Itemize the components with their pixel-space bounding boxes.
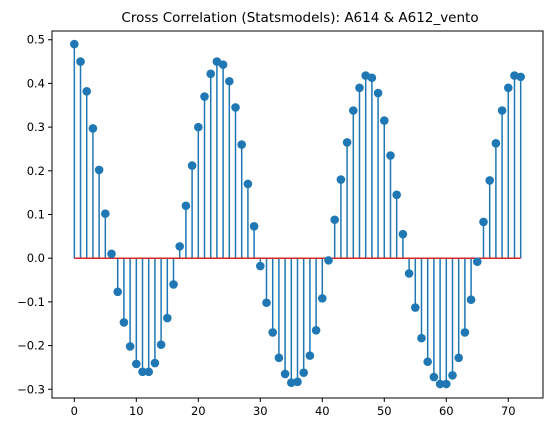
stem-marker bbox=[367, 73, 377, 83]
stem-marker bbox=[379, 116, 389, 125]
stem-marker bbox=[156, 340, 166, 349]
stem-marker bbox=[101, 209, 110, 218]
stem-marker bbox=[330, 215, 339, 225]
stem-marker bbox=[305, 351, 315, 360]
stem-marker bbox=[256, 261, 265, 271]
stem-marker bbox=[423, 357, 432, 367]
stem-marker bbox=[410, 303, 420, 312]
x-tick-label: 30 bbox=[253, 404, 268, 418]
stem-marker bbox=[150, 358, 160, 368]
stem-marker bbox=[485, 176, 494, 185]
x-tick-label: 40 bbox=[315, 404, 330, 418]
stem-marker bbox=[218, 60, 228, 69]
stem-marker bbox=[342, 138, 352, 147]
x-tick-label: 0 bbox=[71, 404, 78, 418]
x-tick-label: 50 bbox=[377, 404, 392, 418]
stem-marker bbox=[472, 257, 482, 266]
stem-marker bbox=[262, 298, 271, 308]
stem-marker bbox=[113, 287, 123, 297]
axes: 0 10 20 30 40 50 60 70 −0.3 −0.2 −0.1 0.0 0.1 0.2 0.3 0… bbox=[17, 30, 544, 418]
stem-marker bbox=[386, 151, 395, 160]
y-tick-label: 0.5 bbox=[27, 33, 45, 47]
stem-marker bbox=[404, 269, 414, 278]
stem-marker bbox=[429, 372, 439, 382]
y-tick-label: 0.4 bbox=[27, 76, 45, 90]
stem-marker bbox=[82, 86, 92, 96]
stem-marker bbox=[144, 367, 154, 377]
stem-marker bbox=[181, 201, 191, 211]
stem-lines bbox=[73, 44, 522, 385]
stem-marker bbox=[107, 249, 116, 259]
stem-marker bbox=[299, 368, 308, 377]
stem-marker bbox=[336, 175, 346, 184]
stem-marker bbox=[169, 280, 178, 289]
stem-marker bbox=[280, 369, 290, 379]
y-tick-label: 0.3 bbox=[27, 120, 45, 134]
stem-marker bbox=[119, 318, 129, 327]
stem-marker bbox=[194, 122, 203, 132]
stem-marker bbox=[187, 161, 197, 170]
stem-marker bbox=[466, 295, 476, 304]
stem-marker bbox=[441, 379, 451, 389]
stem-marker bbox=[268, 328, 278, 337]
stem-markers bbox=[70, 39, 525, 389]
y-tick-label: −0.2 bbox=[17, 339, 45, 353]
stem-marker bbox=[324, 256, 333, 265]
stem-marker bbox=[460, 328, 470, 337]
x-tick-label: 60 bbox=[439, 404, 454, 418]
stem-marker bbox=[125, 342, 135, 351]
x-tick-label: 20 bbox=[191, 404, 206, 418]
stem-marker bbox=[491, 138, 501, 148]
stem-marker bbox=[163, 313, 172, 323]
stem-marker bbox=[249, 221, 259, 231]
stem-marker bbox=[132, 359, 141, 369]
stem-marker bbox=[76, 57, 85, 66]
stem-marker bbox=[237, 140, 247, 149]
stem-marker bbox=[225, 76, 234, 86]
y-tick-label: 0.0 bbox=[27, 251, 45, 265]
stem-marker bbox=[503, 83, 513, 93]
stem-marker bbox=[243, 179, 253, 189]
y-tick-label: −0.1 bbox=[17, 295, 45, 309]
stem-marker bbox=[231, 103, 240, 112]
stem-marker bbox=[311, 325, 321, 335]
stem-marker bbox=[206, 69, 216, 79]
stem-marker bbox=[200, 92, 209, 101]
y-tick-label: −0.3 bbox=[17, 382, 45, 396]
y-tick-label: 0.2 bbox=[27, 164, 45, 178]
stem-marker bbox=[88, 124, 98, 133]
stem-marker bbox=[94, 165, 104, 175]
y-tick-label: 0.1 bbox=[27, 208, 45, 222]
stem-marker bbox=[448, 370, 457, 380]
stem-marker bbox=[293, 377, 302, 387]
stem-marker bbox=[175, 242, 185, 251]
chart-title: Cross Correlation (Statsmodels): A614 & … bbox=[121, 10, 478, 26]
stem-marker bbox=[516, 72, 525, 82]
stem-marker bbox=[435, 379, 445, 389]
stem-marker bbox=[317, 294, 327, 303]
stem-marker bbox=[70, 39, 79, 49]
stem-marker bbox=[497, 106, 507, 115]
stem-marker bbox=[373, 88, 383, 98]
stem-marker bbox=[417, 333, 426, 343]
x-tick-label: 10 bbox=[129, 404, 144, 418]
stem-marker bbox=[274, 353, 284, 363]
stem-marker bbox=[392, 190, 401, 200]
x-tick-label: 70 bbox=[501, 404, 516, 418]
stem-marker bbox=[454, 353, 463, 363]
stem-marker bbox=[479, 217, 488, 227]
stem-marker bbox=[355, 83, 364, 93]
stem-marker bbox=[348, 106, 358, 115]
stem-marker bbox=[138, 367, 147, 377]
stem-marker bbox=[398, 229, 408, 239]
